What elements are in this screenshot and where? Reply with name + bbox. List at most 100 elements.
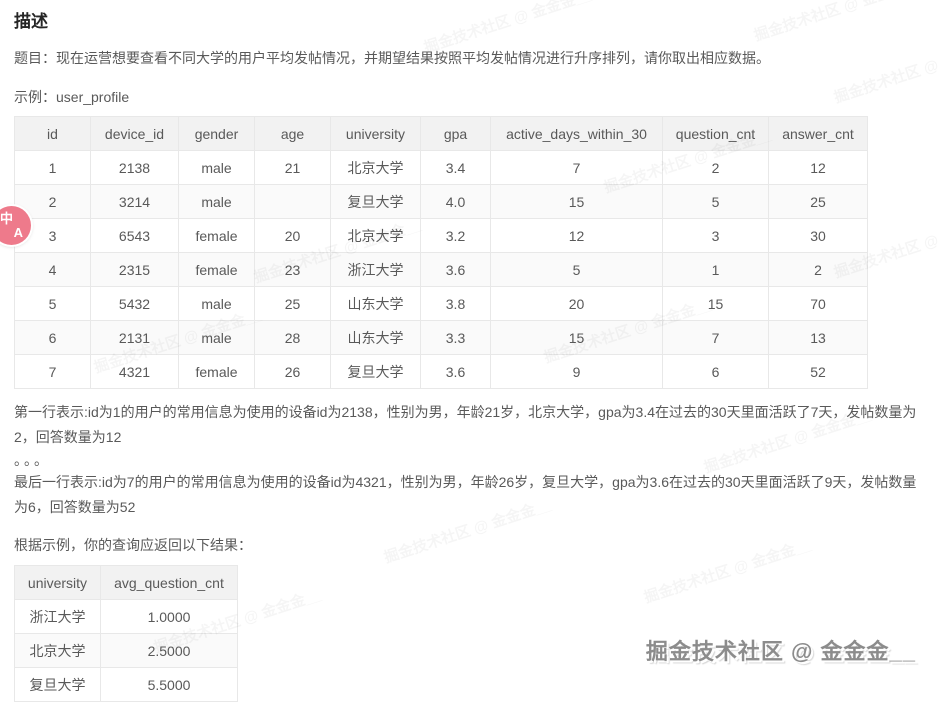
column-header: active_days_within_30 — [490, 116, 663, 151]
column-header: age — [254, 116, 331, 151]
ellipsis-text: 。。。 — [14, 452, 51, 468]
table-cell: 4 — [14, 252, 91, 287]
table-row: 3 6543 female 20 北京大学 3.2 12 3 30 — [14, 218, 868, 253]
table-cell: 6 — [662, 354, 769, 389]
table-cell: male — [178, 150, 255, 185]
note-last-row: 最后一行表示:id为7的用户的常用信息为使用的设备id为4321，性别为男，年龄… — [14, 474, 917, 515]
table-cell: 山东大学 — [330, 286, 421, 321]
result-intro: 根据示例，你的查询应返回以下结果： — [14, 537, 252, 553]
table-cell: 5 — [14, 286, 91, 321]
column-header: university — [14, 565, 101, 600]
table-cell: 12 — [490, 218, 663, 253]
column-header: device_id — [90, 116, 179, 151]
column-header: id — [14, 116, 91, 151]
table-cell: 12 — [768, 150, 868, 185]
table-cell: female — [178, 354, 255, 389]
table-row: 北京大学 2.5000 — [14, 633, 238, 668]
column-header: gpa — [420, 116, 491, 151]
table-cell: 25 — [768, 184, 868, 219]
table-cell: 6543 — [90, 218, 179, 253]
table-cell: 2 — [768, 252, 868, 287]
table-row: 7 4321 female 26 复旦大学 3.6 9 6 52 — [14, 354, 868, 389]
table-cell: 3.6 — [420, 354, 491, 389]
table-cell: 20 — [490, 286, 663, 321]
table-cell: 9 — [490, 354, 663, 389]
table-cell: 山东大学 — [330, 320, 421, 355]
table-row: 2 3214 male 复旦大学 4.0 15 5 25 — [14, 184, 868, 219]
table-cell: 15 — [490, 320, 663, 355]
table-cell: 2138 — [90, 150, 179, 185]
table-cell: 北京大学 — [330, 150, 421, 185]
column-header: answer_cnt — [768, 116, 868, 151]
table-cell: 5 — [490, 252, 663, 287]
table-cell: 2131 — [90, 320, 179, 355]
table-cell: 15 — [662, 286, 769, 321]
table-cell: 复旦大学 — [330, 354, 421, 389]
table-cell: 3.8 — [420, 286, 491, 321]
translate-badge[interactable]: 中 A — [0, 206, 31, 245]
table-cell: 3214 — [90, 184, 179, 219]
table-cell: 2 — [662, 150, 769, 185]
watermark-text: 掘金技术社区 @ 金金金__ — [645, 639, 916, 664]
table-cell: 3.3 — [420, 320, 491, 355]
column-header: university — [330, 116, 421, 151]
table-cell: male — [178, 184, 255, 219]
table-cell: 26 — [254, 354, 331, 389]
table-cell: 4321 — [90, 354, 179, 389]
table-cell: 2315 — [90, 252, 179, 287]
table-row: 4 2315 female 23 浙江大学 3.6 5 1 2 — [14, 252, 868, 287]
table-header-row: university avg_question_cnt — [14, 565, 238, 600]
table-cell: 北京大学 — [330, 218, 421, 253]
table-cell: 3.6 — [420, 252, 491, 287]
table-row: 5 5432 male 25 山东大学 3.8 20 15 70 — [14, 286, 868, 321]
table-cell: 4.0 — [420, 184, 491, 219]
table-cell: 浙江大学 — [14, 599, 101, 634]
section-title: 描述 — [14, 12, 48, 31]
column-header: avg_question_cnt — [100, 565, 238, 600]
result-table: university avg_question_cnt 浙江大学 1.0000 北京大… — [14, 565, 238, 702]
table-cell: 20 — [254, 218, 331, 253]
table-cell: female — [178, 252, 255, 287]
table-cell: 28 — [254, 320, 331, 355]
column-header: gender — [178, 116, 255, 151]
column-header: question_cnt — [662, 116, 769, 151]
table-cell: 5 — [662, 184, 769, 219]
table-cell: 30 — [768, 218, 868, 253]
table-cell: 21 — [254, 150, 331, 185]
table-cell — [254, 184, 331, 219]
table-cell: 7 — [490, 150, 663, 185]
table-cell: 1.0000 — [100, 599, 238, 634]
example-table-label: 示例：user_profile — [14, 89, 130, 105]
table-cell: female — [178, 218, 255, 253]
table-cell: 1 — [14, 150, 91, 185]
translate-zh-glyph: 中 — [0, 211, 14, 226]
table-cell: 3 — [662, 218, 769, 253]
table-cell: 浙江大学 — [330, 252, 421, 287]
table-cell: 5432 — [90, 286, 179, 321]
table-cell: 13 — [768, 320, 868, 355]
table-cell: 6 — [14, 320, 91, 355]
table-cell: 23 — [254, 252, 331, 287]
table-cell: 7 — [14, 354, 91, 389]
table-header-row: id device_id gender age university gpa active_… — [14, 116, 868, 151]
table-cell: male — [178, 320, 255, 355]
table-cell: 25 — [254, 286, 331, 321]
table-cell: 52 — [768, 354, 868, 389]
translate-en-glyph: A — [13, 225, 23, 240]
table-cell: male — [178, 286, 255, 321]
table-cell: 北京大学 — [14, 633, 101, 668]
table-cell: 3.2 — [420, 218, 491, 253]
table-cell: 2.5000 — [100, 633, 238, 668]
table-cell: 15 — [490, 184, 663, 219]
table-cell: 70 — [768, 286, 868, 321]
table-cell: 7 — [662, 320, 769, 355]
problem-statement: 题目：现在运营想要查看不同大学的用户平均发帖情况，并期望结果按照平均发帖情况进行… — [14, 50, 770, 66]
table-cell: 1 — [662, 252, 769, 287]
table-row: 浙江大学 1.0000 — [14, 599, 238, 634]
table-cell: 3.4 — [420, 150, 491, 185]
user-profile-table: id device_id gender age university gpa active_… — [14, 116, 868, 389]
note-first-row: 第一行表示:id为1的用户的常用信息为使用的设备id为2138，性别为男，年龄2… — [14, 404, 917, 445]
table-cell: 复旦大学 — [330, 184, 421, 219]
table-row: 1 2138 male 21 北京大学 3.4 7 2 12 — [14, 150, 868, 185]
